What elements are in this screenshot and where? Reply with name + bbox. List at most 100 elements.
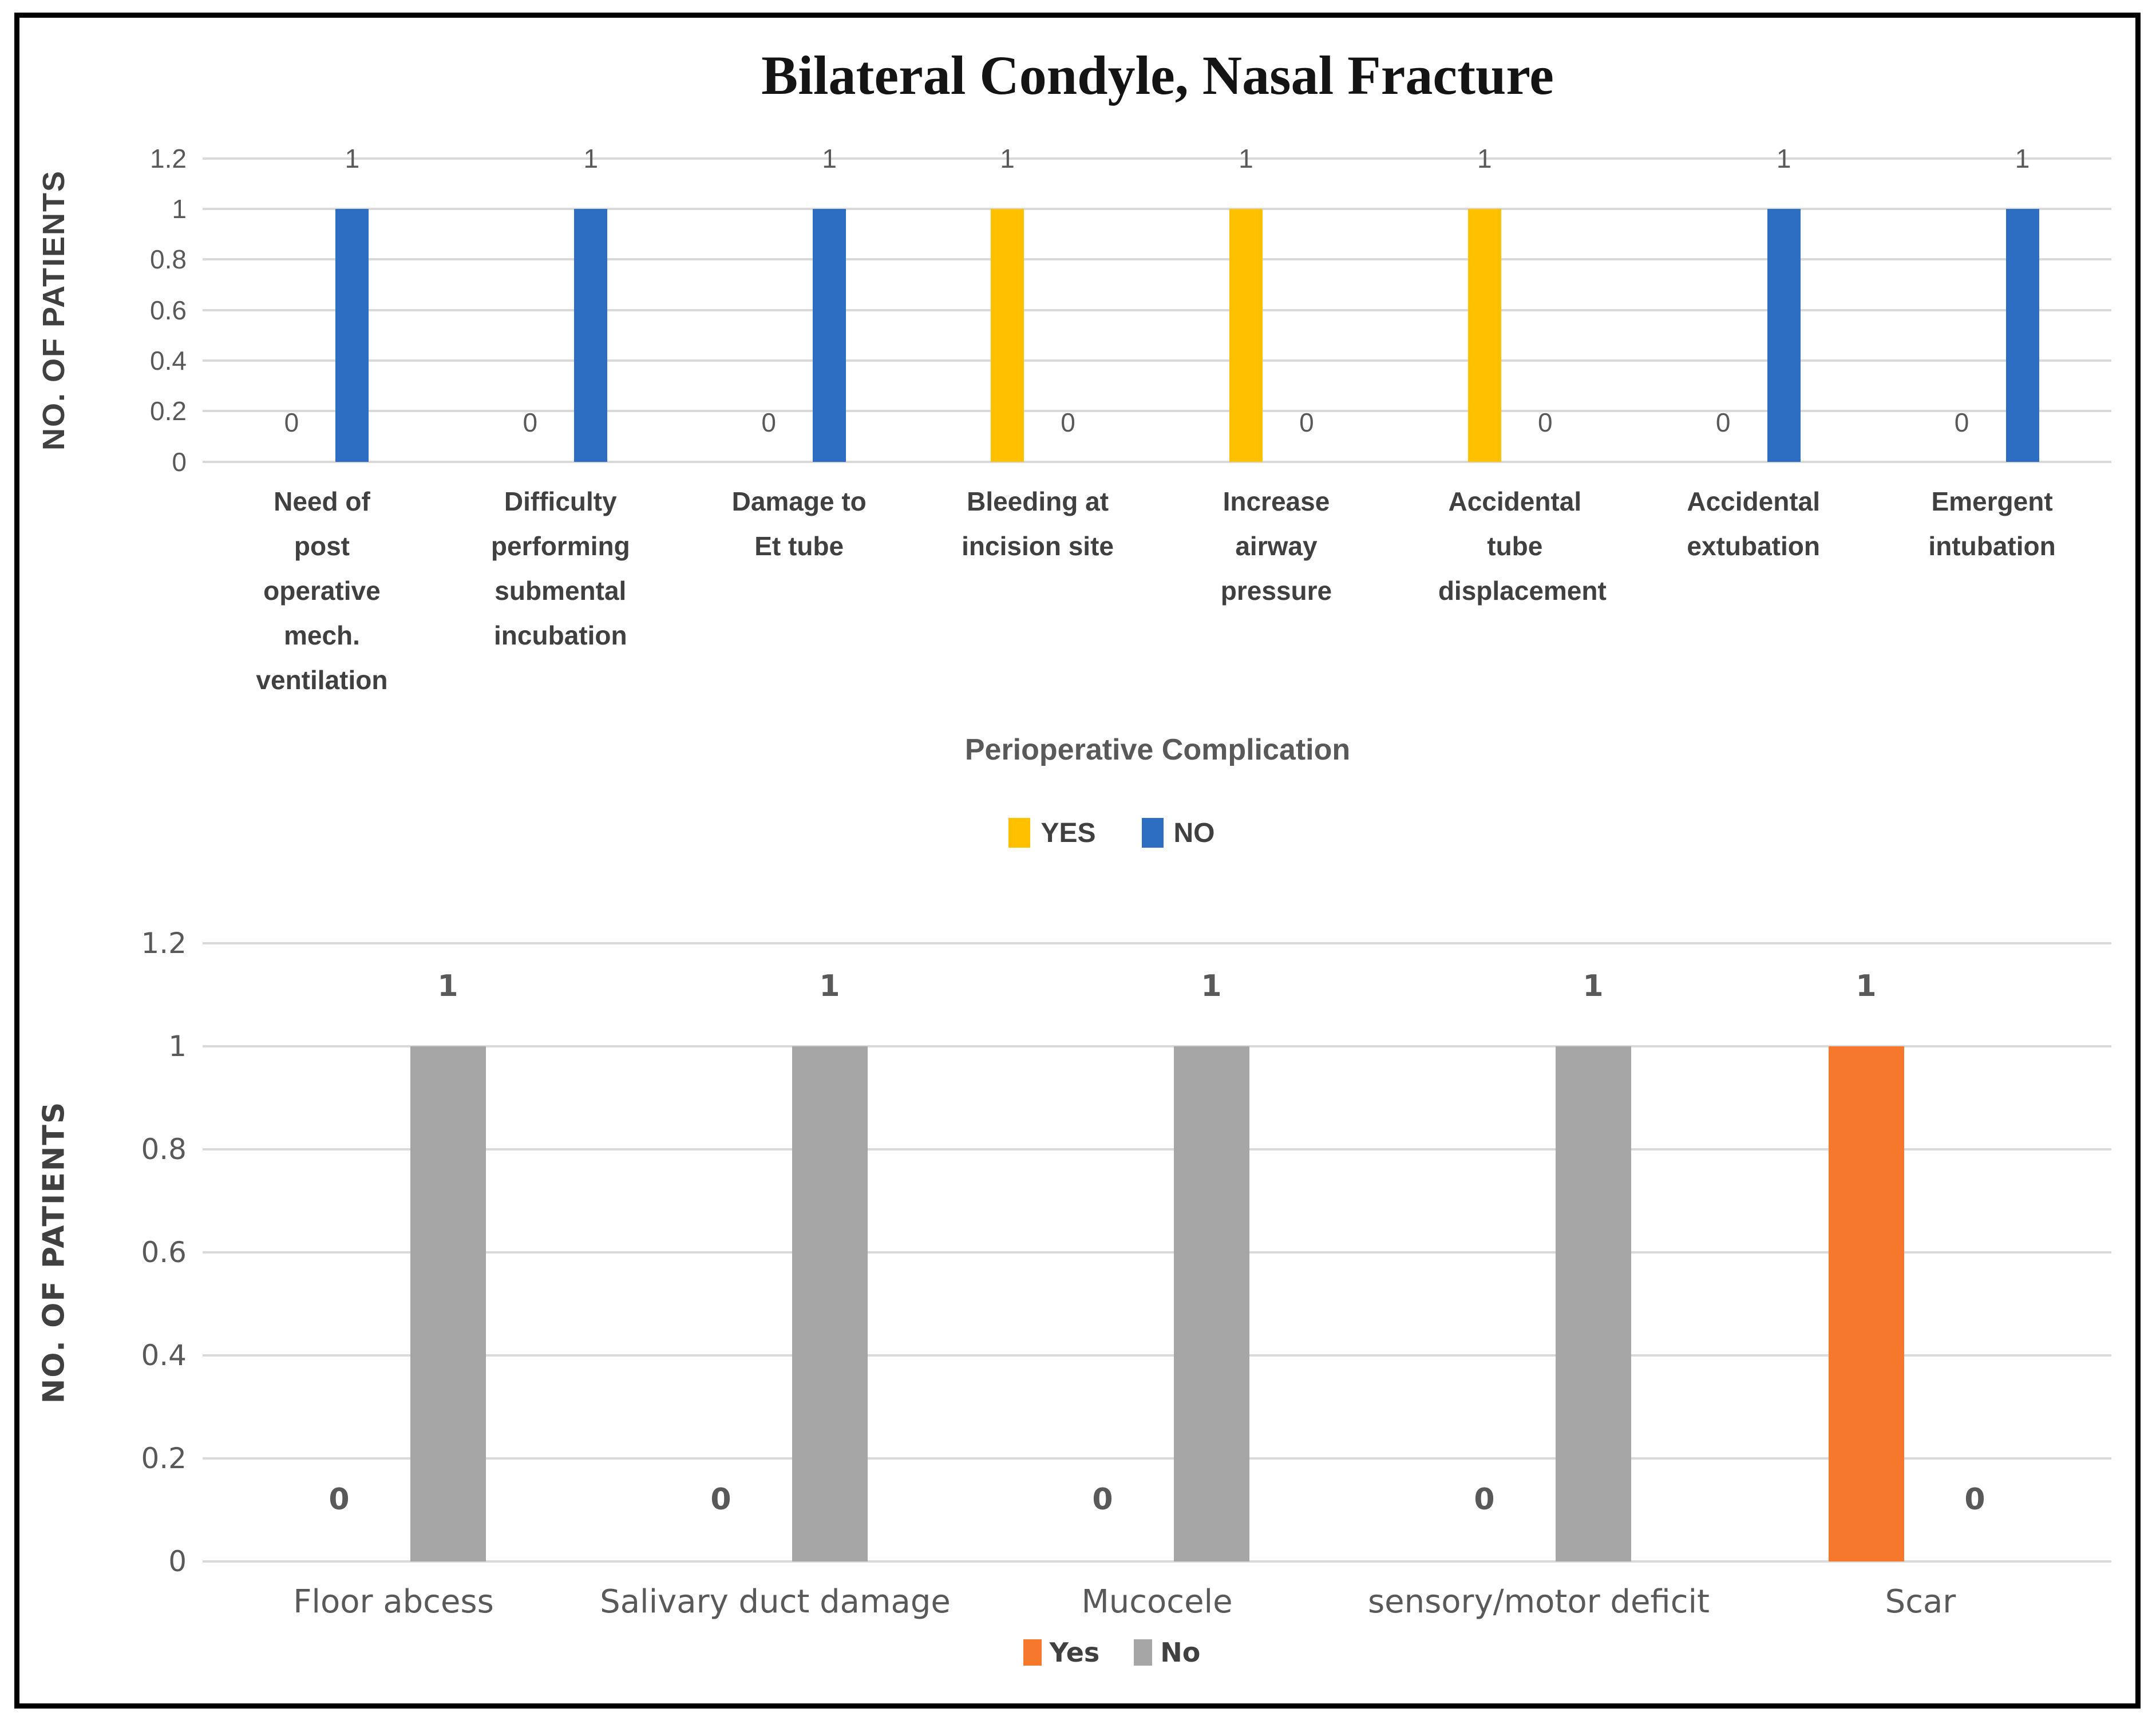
top-category-labels: Need of post operative mech. ventilation… xyxy=(203,479,2111,703)
data-label: 0 xyxy=(1954,407,1969,437)
category-label: Emergent intubation xyxy=(1873,479,2111,703)
gridline xyxy=(203,1045,2111,1047)
bar-no xyxy=(335,208,369,462)
data-label: 1 xyxy=(2015,143,2030,173)
yes-series-swatch-icon xyxy=(1023,1639,1042,1666)
data-label: 0 xyxy=(284,407,299,437)
top-legend-item-no: NO xyxy=(1141,817,1215,849)
top-x-axis-title: Perioperative Complication xyxy=(964,733,1351,766)
gridline xyxy=(203,460,2111,463)
series-cell-yes: 0 xyxy=(275,159,308,462)
bar-no xyxy=(2005,208,2039,462)
category-label-text: Accidental extubation xyxy=(1687,486,1820,561)
data-label: 0 xyxy=(1964,1482,1985,1517)
bar-yes xyxy=(991,208,1024,462)
bar-yes xyxy=(1467,208,1501,462)
y-tick-label: 1 xyxy=(172,193,187,224)
top-legend-label-no: NO xyxy=(1173,817,1215,848)
data-label: 0 xyxy=(1538,407,1553,437)
y-tick-label: 0.2 xyxy=(141,1441,187,1475)
series-cell-no: 1 xyxy=(1767,144,1801,462)
series-cell-no: 0 xyxy=(1290,159,1323,462)
data-label: 1 xyxy=(819,969,840,1004)
bottom-legend-item-yes: Yes xyxy=(1023,1636,1100,1668)
data-label: 0 xyxy=(1474,1482,1495,1517)
gridline xyxy=(203,1251,2111,1254)
category-label: Damage to Et tube xyxy=(680,479,919,703)
data-label: 1 xyxy=(1201,969,1222,1004)
category-label: Accidental extubation xyxy=(1634,479,1873,703)
data-label: 0 xyxy=(761,407,776,437)
no-series-swatch-icon xyxy=(1134,1639,1153,1666)
bar-no xyxy=(410,1046,486,1561)
category-label-text: Accidental tube displacement xyxy=(1438,486,1607,606)
data-label: 1 xyxy=(1583,969,1604,1004)
series-cell-no: 0 xyxy=(1937,943,2013,1561)
category-label: Difficulty performing submental incubati… xyxy=(441,479,680,703)
top-legend-item-yes: YES xyxy=(1008,817,1096,849)
data-label: 0 xyxy=(710,1482,731,1517)
spacer xyxy=(88,1583,203,1629)
series-cell-no: 1 xyxy=(1555,943,1631,1561)
series-cell-yes: 0 xyxy=(1447,943,1522,1561)
series-cell-yes: 0 xyxy=(1065,943,1141,1561)
bottom-legend-label-no: No xyxy=(1160,1636,1201,1668)
category-label: Increase airway pressure xyxy=(1157,479,1396,703)
category-label-text: Need of post operative mech. ventilation xyxy=(256,486,388,695)
category-label-text: Salivary duct damage xyxy=(600,1583,951,1620)
data-label: 0 xyxy=(1092,1482,1113,1517)
gridline xyxy=(203,157,2111,160)
no-series-swatch-icon xyxy=(1141,818,1164,848)
y-tick-label: 1 xyxy=(168,1029,187,1063)
gridline xyxy=(203,359,2111,362)
gridline xyxy=(203,1560,2111,1563)
bottom-category-labels: Floor abcess Salivary duct damage Mucocele… xyxy=(203,1583,2111,1629)
bar-yes xyxy=(1828,1046,1904,1561)
category-label: Floor abcess xyxy=(203,1583,584,1629)
y-tick-label: 1.2 xyxy=(141,926,187,960)
top-y-axis-ticks: 1.2 1 0.8 0.6 0.4 0.2 0 xyxy=(88,144,203,477)
y-tick-label: 1.2 xyxy=(150,143,187,173)
category-label-text: Floor abcess xyxy=(293,1583,494,1620)
series-cell-no: 0 xyxy=(1051,159,1085,462)
data-label: 1 xyxy=(583,143,599,173)
series-cell-yes: 0 xyxy=(302,943,377,1561)
category-label-text: Emergent intubation xyxy=(1928,486,2056,561)
category-label: Salivary duct damage xyxy=(584,1583,966,1629)
bottom-legend-label-yes: Yes xyxy=(1049,1636,1100,1668)
bottom-y-axis-title-column: NO. OF PATIENTS xyxy=(19,943,88,1561)
category-label: sensory/motor deficit xyxy=(1348,1583,1730,1629)
gridline xyxy=(203,410,2111,413)
top-category-axis: Need of post operative mech. ventilation… xyxy=(19,479,2135,703)
category-label-text: Mucocele xyxy=(1081,1583,1233,1620)
category-label: Need of post operative mech. ventilation xyxy=(203,479,441,703)
y-tick-label: 0.2 xyxy=(150,396,187,426)
bar-no xyxy=(1767,208,1801,462)
bottom-category-axis: Floor abcess Salivary duct damage Mucocele… xyxy=(19,1583,2135,1629)
bottom-legend-item-no: No xyxy=(1134,1637,1200,1668)
series-cell-yes: 0 xyxy=(1945,159,1979,462)
data-label: 1 xyxy=(345,143,360,173)
data-label: 0 xyxy=(523,407,538,437)
gridline xyxy=(203,1457,2111,1460)
y-tick-label: 0 xyxy=(168,1544,187,1578)
bottom-legend: Yes No xyxy=(19,1637,2135,1668)
series-cell-yes: 0 xyxy=(683,943,759,1561)
data-label: 1 xyxy=(1477,143,1492,173)
data-label: 1 xyxy=(822,143,837,173)
data-label: 0 xyxy=(1061,407,1075,437)
y-tick-label: 0.8 xyxy=(141,1132,187,1166)
series-cell-yes: 1 xyxy=(991,144,1024,462)
data-label: 1 xyxy=(1239,143,1253,173)
y-tick-label: 0.4 xyxy=(150,345,187,375)
figure-frame: Bilateral Condyle, Nasal Fracture NO. OF… xyxy=(14,13,2141,1709)
category-label-text: Bleeding at incision site xyxy=(962,486,1114,561)
